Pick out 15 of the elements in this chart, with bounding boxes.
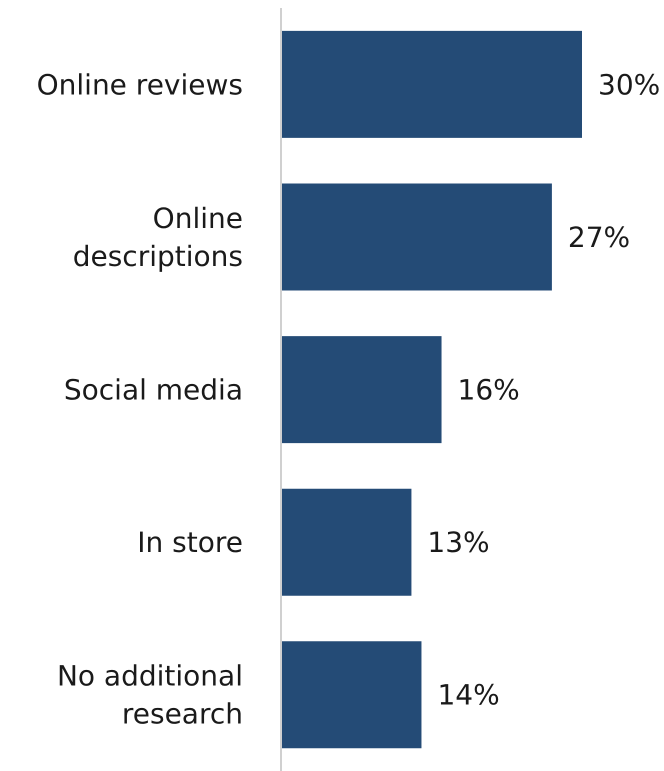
y-tick-label: In store bbox=[137, 526, 243, 559]
bar bbox=[281, 488, 412, 596]
data-label: 30% bbox=[598, 68, 660, 102]
bar bbox=[281, 30, 582, 138]
data-label: 13% bbox=[427, 526, 490, 560]
data-label: 16% bbox=[458, 374, 520, 407]
bar bbox=[281, 183, 552, 290]
bar bbox=[281, 336, 442, 444]
data-label: 27% bbox=[568, 220, 630, 254]
y-tick-label: Online reviews bbox=[36, 68, 243, 101]
y-tick-label: No additional research bbox=[56, 659, 243, 730]
y-tick-label: Online descriptions bbox=[72, 201, 243, 272]
data-label: 14% bbox=[437, 678, 500, 712]
y-tick-label: Social media bbox=[64, 373, 243, 406]
bar bbox=[281, 641, 422, 748]
